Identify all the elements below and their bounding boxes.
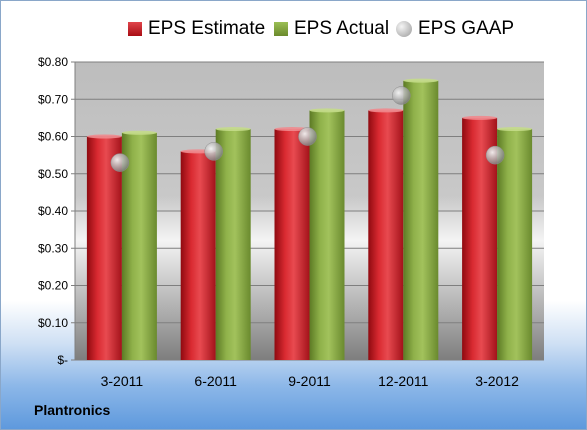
y-tick-label: $0.30 [38,241,68,255]
legend-marker-eps-gaap [396,21,412,37]
legend-swatch-eps-actual [274,22,288,36]
gaap-points [110,86,505,172]
legend-item-eps-actual: EPS Actual [274,14,389,44]
x-tick-label: 12-2011 [378,373,429,389]
company-name: Plantronics [34,402,111,418]
point-eps-gaap [110,153,130,172]
bar-eps-actual [121,132,157,360]
y-tick-label: $0.80 [38,55,68,69]
legend-label-eps-gaap: EPS GAAP [418,18,515,39]
bar-eps-actual-cap [215,127,251,132]
bar-eps-actual-cap [497,127,533,132]
bar-eps-estimate-cap [86,134,122,139]
bar-eps-estimate-cap [274,127,310,132]
y-tick-label: $0.10 [38,316,68,330]
x-tick-label: 6-2011 [194,373,237,389]
bar-eps-estimate-cap [462,115,498,120]
bar-eps-actual-cap [403,78,439,83]
bar-eps-estimate [86,136,122,360]
point-eps-gaap [298,127,317,146]
bar-eps-actual [215,129,251,360]
legend: EPS Estimate EPS Actual EPS GAAP [0,14,587,44]
legend-label-eps-actual: EPS Actual [294,18,390,39]
y-tick-label: $0.20 [38,279,68,293]
x-tick-label: 3-2011 [101,373,144,389]
y-tick-label: $0.50 [38,167,68,181]
y-tick-label: $0.70 [38,92,68,106]
bar-eps-estimate [180,151,216,360]
x-tick-label: 9-2011 [288,373,331,389]
legend-item-eps-gaap: EPS GAAP [396,14,514,44]
bar-eps-estimate-cap [368,108,404,113]
bar-eps-actual [309,110,345,360]
bar-eps-actual [403,80,439,360]
y-tick-label: $0.60 [38,130,68,144]
x-tick-label: 3-2012 [475,373,519,389]
bar-eps-actual-cap [121,130,157,135]
y-tick-label: $- [57,353,68,367]
x-axis: 3-2011 6-2011 9-2011 12-2011 3-2012 [101,373,519,389]
legend-item-eps-estimate: EPS Estimate [128,14,265,44]
bar-eps-actual [497,129,533,360]
point-eps-gaap [392,86,411,105]
legend-swatch-eps-estimate [128,22,142,36]
bar-eps-actual-cap [309,108,345,113]
y-tick-label: $0.40 [38,204,68,218]
point-eps-gaap [485,145,505,165]
point-eps-gaap [204,142,223,161]
legend-label-eps-estimate: EPS Estimate [148,18,266,39]
y-axis: $- $0.10 $0.20 $0.30 $0.40 $0.50 $0.60 $0.70 $0.… [38,55,76,367]
bar-eps-estimate [368,110,404,360]
bar-eps-estimate [274,129,310,360]
bars [86,78,533,360]
